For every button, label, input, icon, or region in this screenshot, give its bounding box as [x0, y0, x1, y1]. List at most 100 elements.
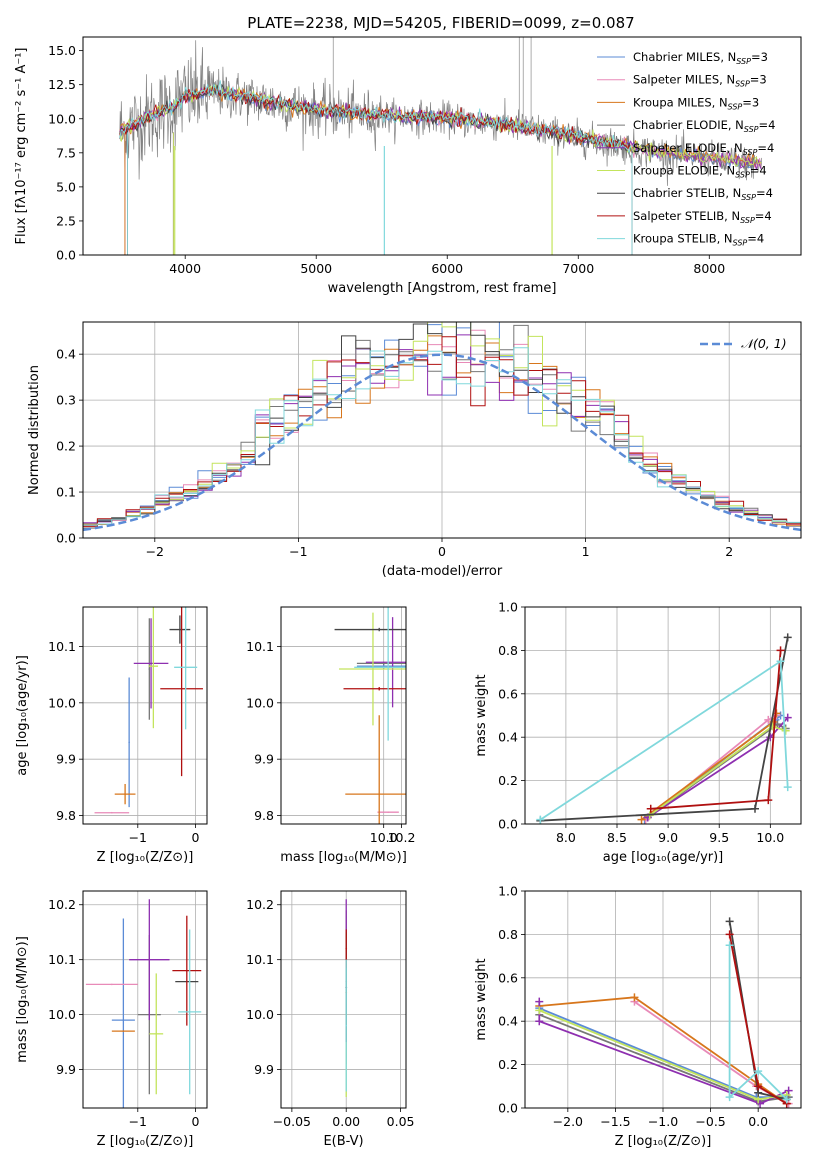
y-tick-label: 0.6 — [498, 970, 518, 985]
x-tick-label: 6000 — [431, 261, 463, 276]
x-tick-label: 5000 — [300, 261, 332, 276]
y-tick-label: 0.8 — [498, 927, 518, 942]
y-tick-label: 0.0 — [498, 817, 518, 832]
x-tick-label: 0.05 — [387, 1114, 415, 1129]
plus-marker — [776, 657, 785, 666]
data-point — [150, 662, 152, 665]
data-point — [148, 668, 151, 670]
plus-marker — [783, 713, 792, 722]
x-axis-label: (data-model)/error — [382, 564, 503, 579]
data-point — [111, 983, 113, 986]
plus-marker — [725, 930, 734, 939]
y-tick-label: 10.1 — [246, 952, 274, 967]
x-tick-label: 10.2 — [388, 830, 416, 845]
weight-line — [539, 659, 789, 821]
legend-entry: Salpeter ELODIE, NSSP=4 — [633, 141, 774, 157]
data-point — [122, 1030, 125, 1032]
axes-frame — [82, 321, 802, 539]
figure-title: PLATE=2238, MJD=54205, FIBERID=0099, z=0… — [247, 14, 634, 32]
y-tick-label: 10.2 — [48, 897, 76, 912]
plot-area — [119, 37, 763, 255]
y-tick-label: 0.8 — [498, 643, 518, 658]
data-point — [184, 666, 187, 669]
legend-entry-name: Chabrier STELIB, N — [633, 186, 741, 200]
data-point — [152, 665, 155, 667]
x-tick-label: 0 — [191, 1114, 199, 1129]
x-tick-label: 8.5 — [607, 830, 627, 845]
x-tick-label: 10.0 — [756, 830, 784, 845]
legend-entry-subscript: SSP — [728, 102, 743, 111]
y-tick-label: 0.4 — [498, 730, 518, 745]
plus-marker — [764, 796, 773, 805]
x-tick-label: −0.05 — [273, 1114, 311, 1129]
weight-line — [728, 945, 788, 1100]
legend-entry: Kroupa MILES, NSSP=3 — [633, 95, 759, 111]
model-spectrum-line — [119, 84, 762, 167]
y-tick-label: 7.5 — [56, 145, 76, 160]
data-point — [378, 628, 381, 631]
x-axis-label: age [log₁₀(age/yr)] — [603, 850, 724, 865]
legend-entry-subscript: SSP — [735, 80, 750, 89]
residuals-panel: −2 −1 0 1 2 0.0 0.1 0.2 0.3 0.4 (data-model)/error… — [27, 321, 802, 579]
plot-area — [334, 607, 406, 824]
data-point — [179, 628, 181, 631]
weight-line — [540, 637, 789, 822]
axes-frame — [82, 606, 208, 825]
weight-vs-metallicity-panel: −2.0 −1.5 −1.0 −0.5 0.0 0.0 0.2 0.4 0.6 0.8 1.0 Z [… — [474, 884, 802, 1149]
legend-entry: Salpeter MILES, NSSP=3 — [633, 73, 767, 89]
plus-marker — [535, 997, 544, 1006]
data-point — [382, 662, 385, 665]
spectrum-panel: 4000 5000 6000 7000 8000 0.0 2.5 5.0 7.5 10.0 12.5… — [14, 36, 802, 296]
y-tick-label: 10.0 — [48, 695, 76, 710]
legend-entry-count: =4 — [756, 186, 773, 200]
x-tick-label: 0.00 — [332, 1114, 360, 1129]
data-point — [122, 1019, 125, 1021]
x-tick-label: −1.0 — [648, 1114, 678, 1129]
plot-area — [535, 917, 793, 1108]
x-tick-label: 8000 — [693, 261, 725, 276]
legend-entry-count: =4 — [759, 118, 776, 132]
y-tick-label: 0.0 — [56, 531, 76, 546]
data-point — [372, 668, 374, 670]
x-tick-label: −2.0 — [553, 1114, 583, 1129]
legend-entry-subscript: SSP — [744, 125, 759, 134]
x-tick-label: 0 — [191, 830, 199, 845]
legend-entry: Salpeter STELIB, NSSP=4 — [633, 209, 772, 225]
x-tick-label: 10.0 — [370, 830, 398, 845]
axes-frame — [82, 890, 208, 1109]
plus-marker — [725, 941, 734, 950]
y-tick-label: 10.0 — [246, 695, 274, 710]
plus-marker — [783, 783, 792, 792]
x-tick-label: 1 — [582, 544, 590, 559]
model-spectrum-line — [119, 85, 762, 169]
plot-area — [85, 899, 202, 1108]
plus-marker — [764, 715, 773, 724]
legend-entry-subscript: SSP — [736, 57, 751, 66]
data-point — [391, 661, 394, 664]
plus-marker — [725, 917, 734, 926]
plus-marker — [535, 1017, 544, 1026]
legend-entry-name: Kroupa ELODIE, N — [633, 164, 735, 178]
plus-marker — [784, 1086, 793, 1095]
plus-marker — [535, 1006, 544, 1015]
y-tick-label: 0.0 — [498, 1101, 518, 1116]
y-tick-label: 15.0 — [48, 43, 76, 58]
legend-entry: Kroupa STELIB, NSSP=4 — [633, 232, 764, 248]
legend-entry: Chabrier MILES, NSSP=3 — [633, 50, 768, 66]
axes-frame — [82, 36, 802, 256]
x-tick-label: 4000 — [169, 261, 201, 276]
y-axis-label: age [log₁₀(age/yr)] — [15, 655, 30, 776]
y-tick-label: 9.8 — [56, 808, 76, 823]
data-point — [180, 687, 183, 690]
axes-frame — [524, 606, 802, 825]
legend-entry-name: Kroupa MILES, N — [633, 95, 728, 109]
legend-entry-count: =4 — [757, 141, 774, 155]
plus-marker — [754, 1067, 763, 1076]
legend-entry-count: =4 — [755, 209, 772, 223]
x-axis-label: E(B-V) — [323, 1134, 363, 1149]
x-tick-label: −1.5 — [600, 1114, 630, 1129]
y-tick-label: 0.6 — [498, 686, 518, 701]
y-tick-label: 9.9 — [254, 1062, 274, 1077]
data-point — [124, 793, 126, 795]
